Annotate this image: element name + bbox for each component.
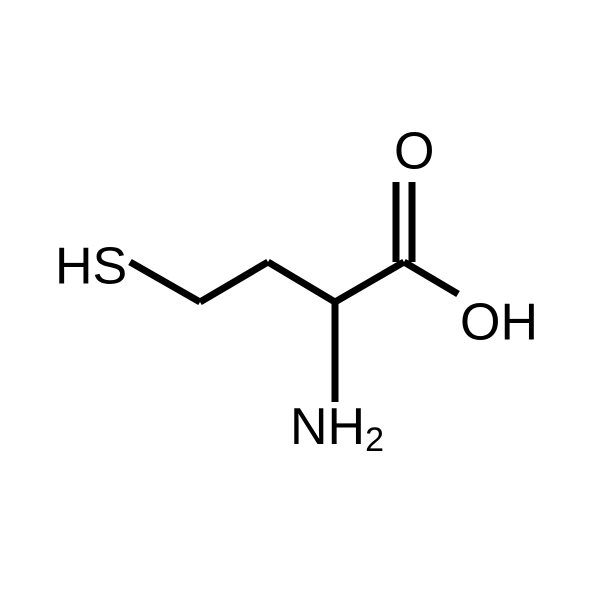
atom-label-nh2: NH2 — [290, 398, 384, 459]
atom-label-o: O — [394, 123, 434, 181]
atom-label-hs: HS — [55, 238, 127, 296]
molecule-diagram: HS O OH NH2 — [0, 0, 600, 600]
atom-label-oh: OH — [460, 294, 538, 352]
